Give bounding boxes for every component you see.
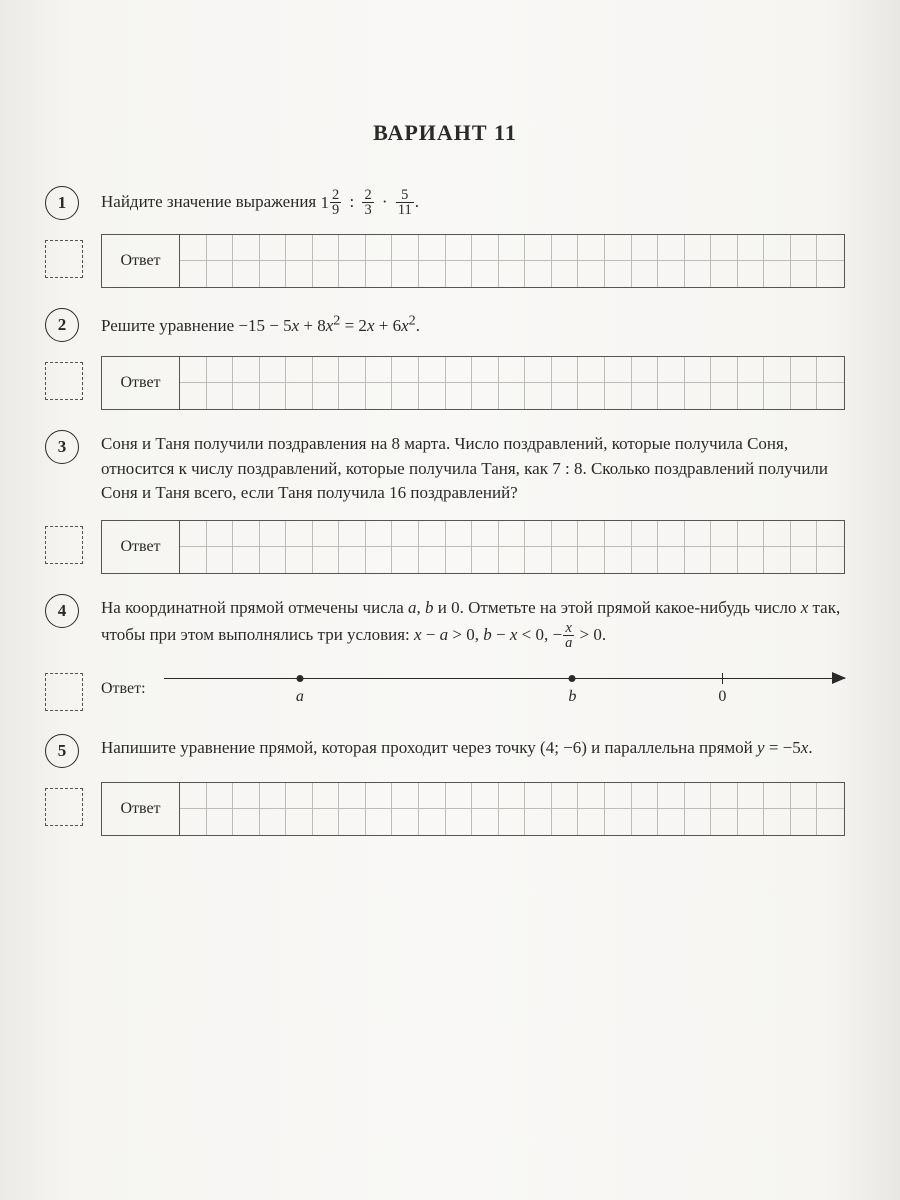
score-box[interactable] bbox=[45, 526, 83, 564]
answer-block: Ответ bbox=[101, 234, 845, 288]
answer-label: Ответ bbox=[102, 521, 180, 573]
answer-grid[interactable] bbox=[180, 357, 844, 409]
fraction: 511 bbox=[396, 188, 414, 218]
task-3: 3 Соня и Таня получили поздравления на 8… bbox=[45, 428, 845, 574]
answer-grid[interactable] bbox=[180, 521, 844, 573]
fraction: 29 bbox=[330, 188, 341, 218]
fraction: 23 bbox=[362, 188, 373, 218]
number-line-point-a bbox=[296, 675, 303, 682]
task-1: 1 Найдите значение выражения 129 : 23 · … bbox=[45, 184, 845, 288]
task-5: 5 Напишите уравнение прямой, которая про… bbox=[45, 732, 845, 836]
task-prompt: Напишите уравнение прямой, которая прохо… bbox=[101, 732, 845, 761]
answer-label: Ответ bbox=[102, 357, 180, 409]
operator: · bbox=[379, 192, 391, 211]
worksheet-page: ВАРИАНТ 11 1 Найдите значение выражения … bbox=[0, 0, 900, 1200]
task-prompt: Соня и Таня получили поздравления на 8 м… bbox=[101, 428, 845, 506]
task-prompt: Найдите значение выражения 129 : 23 · 51… bbox=[101, 184, 845, 218]
answer-block: Ответ bbox=[101, 356, 845, 410]
fraction: xa bbox=[563, 621, 574, 651]
task-prompt: Решите уравнение −15 − 5x + 8x2 = 2x + 6… bbox=[101, 306, 845, 338]
task-4: 4 На координатной прямой отмечены числа … bbox=[45, 592, 845, 715]
task-number-badge: 1 bbox=[45, 186, 79, 220]
answer-grid[interactable] bbox=[180, 783, 844, 835]
answer-label: Ответ: bbox=[101, 680, 146, 698]
task-number-badge: 3 bbox=[45, 430, 79, 464]
score-box[interactable] bbox=[45, 673, 83, 711]
number-line-label-b: b bbox=[568, 688, 576, 706]
answer-grid[interactable] bbox=[180, 235, 844, 287]
task-number-badge: 5 bbox=[45, 734, 79, 768]
answer-label: Ответ bbox=[102, 235, 180, 287]
task-2: 2 Решите уравнение −15 − 5x + 8x2 = 2x +… bbox=[45, 306, 845, 410]
number-line-point-b bbox=[569, 675, 576, 682]
number-line-label-a: a bbox=[296, 688, 304, 706]
number-line-tick-0 bbox=[722, 673, 723, 684]
answer-block: Ответ bbox=[101, 520, 845, 574]
prompt-text: Найдите значение выражения bbox=[101, 192, 320, 211]
number-line-axis bbox=[164, 678, 845, 679]
period: . bbox=[415, 192, 419, 211]
prompt-text: Решите уравнение −15 − 5x + 8x2 = 2x + 6… bbox=[101, 316, 420, 335]
answer-block: Ответ bbox=[101, 782, 845, 836]
page-title: ВАРИАНТ 11 bbox=[45, 120, 845, 146]
number-line[interactable]: a b 0 bbox=[164, 664, 845, 714]
score-box[interactable] bbox=[45, 362, 83, 400]
score-box[interactable] bbox=[45, 788, 83, 826]
math-expression: 129 : 23 · 511. bbox=[320, 192, 419, 211]
task-number-badge: 2 bbox=[45, 308, 79, 342]
score-box[interactable] bbox=[45, 240, 83, 278]
arrow-right-icon bbox=[832, 672, 846, 684]
operator: : bbox=[346, 192, 357, 211]
task-prompt: На координатной прямой отмечены числа a,… bbox=[101, 592, 845, 651]
answer-label: Ответ bbox=[102, 783, 180, 835]
task-number-badge: 4 bbox=[45, 594, 79, 628]
mixed-int: 1 bbox=[320, 193, 329, 212]
number-line-label-0: 0 bbox=[718, 688, 726, 706]
